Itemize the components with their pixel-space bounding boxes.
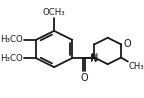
Text: O: O — [123, 39, 131, 49]
Text: N: N — [91, 53, 98, 63]
Text: CH₃: CH₃ — [128, 62, 144, 71]
Text: O: O — [80, 73, 88, 83]
Text: H₃CO: H₃CO — [0, 54, 23, 63]
Text: N: N — [90, 54, 98, 64]
Text: OCH₃: OCH₃ — [43, 8, 66, 17]
Text: H₃CO: H₃CO — [0, 35, 23, 44]
